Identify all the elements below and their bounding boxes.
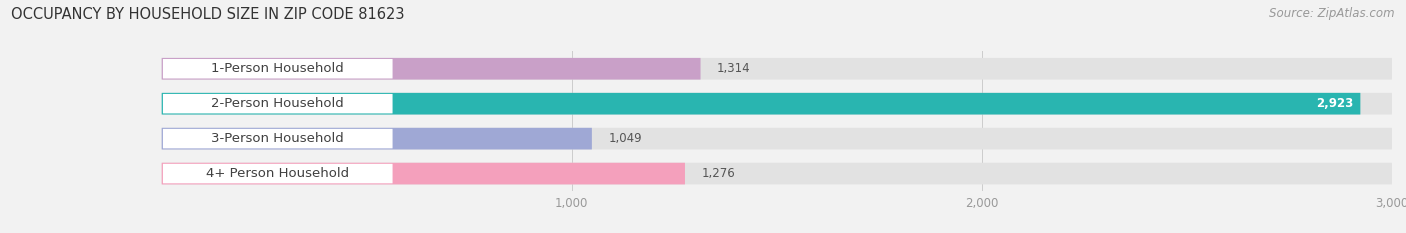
FancyBboxPatch shape	[162, 128, 592, 150]
Text: 1-Person Household: 1-Person Household	[211, 62, 344, 75]
FancyBboxPatch shape	[163, 59, 392, 79]
Text: 4+ Person Household: 4+ Person Household	[207, 167, 349, 180]
Text: Source: ZipAtlas.com: Source: ZipAtlas.com	[1270, 7, 1395, 20]
FancyBboxPatch shape	[163, 94, 392, 113]
Text: 2,923: 2,923	[1316, 97, 1353, 110]
FancyBboxPatch shape	[162, 93, 1361, 114]
Text: 2-Person Household: 2-Person Household	[211, 97, 344, 110]
FancyBboxPatch shape	[162, 163, 1392, 185]
FancyBboxPatch shape	[162, 128, 1392, 150]
FancyBboxPatch shape	[162, 58, 700, 80]
FancyBboxPatch shape	[163, 164, 392, 183]
FancyBboxPatch shape	[162, 93, 1392, 114]
Text: OCCUPANCY BY HOUSEHOLD SIZE IN ZIP CODE 81623: OCCUPANCY BY HOUSEHOLD SIZE IN ZIP CODE …	[11, 7, 405, 22]
Text: 1,314: 1,314	[717, 62, 751, 75]
Text: 3-Person Household: 3-Person Household	[211, 132, 344, 145]
FancyBboxPatch shape	[162, 163, 685, 185]
Text: 1,276: 1,276	[702, 167, 735, 180]
Text: 1,049: 1,049	[609, 132, 643, 145]
FancyBboxPatch shape	[162, 58, 1392, 80]
FancyBboxPatch shape	[163, 129, 392, 148]
